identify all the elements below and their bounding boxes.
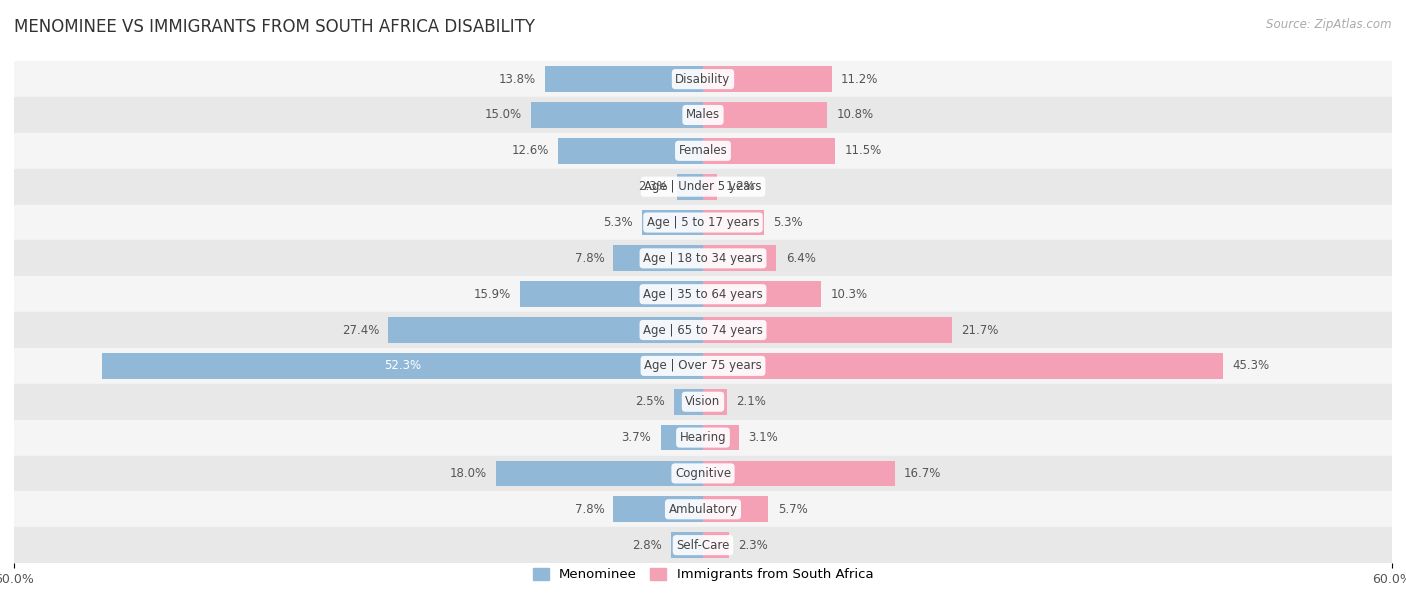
Text: 2.3%: 2.3%: [738, 539, 768, 551]
Text: 11.2%: 11.2%: [841, 73, 879, 86]
Text: 5.3%: 5.3%: [603, 216, 633, 229]
Text: Age | 65 to 74 years: Age | 65 to 74 years: [643, 324, 763, 337]
Bar: [703, 282, 821, 307]
Bar: [676, 174, 703, 200]
Bar: [544, 66, 703, 92]
Bar: [613, 496, 703, 522]
Text: 6.4%: 6.4%: [786, 252, 815, 265]
Text: 15.9%: 15.9%: [474, 288, 512, 300]
Bar: [703, 425, 738, 450]
Text: 18.0%: 18.0%: [450, 467, 486, 480]
Text: Vision: Vision: [685, 395, 721, 408]
Text: Hearing: Hearing: [679, 431, 727, 444]
Text: 5.7%: 5.7%: [778, 503, 807, 516]
Bar: [531, 102, 703, 128]
Bar: [675, 389, 703, 415]
Bar: [103, 353, 703, 379]
Text: 3.7%: 3.7%: [621, 431, 651, 444]
Bar: [496, 460, 703, 487]
Text: 3.1%: 3.1%: [748, 431, 778, 444]
Bar: [703, 209, 763, 236]
Text: 10.3%: 10.3%: [831, 288, 868, 300]
Text: Cognitive: Cognitive: [675, 467, 731, 480]
Bar: [14, 420, 1392, 455]
Text: Age | Under 5 years: Age | Under 5 years: [644, 180, 762, 193]
Text: 45.3%: 45.3%: [1232, 359, 1270, 372]
Bar: [703, 496, 769, 522]
Text: 27.4%: 27.4%: [342, 324, 380, 337]
Bar: [14, 348, 1392, 384]
Text: 2.8%: 2.8%: [631, 539, 662, 551]
Bar: [703, 317, 952, 343]
Bar: [703, 138, 835, 164]
Text: 21.7%: 21.7%: [962, 324, 998, 337]
Bar: [643, 209, 703, 236]
Bar: [14, 97, 1392, 133]
Text: 7.8%: 7.8%: [575, 252, 605, 265]
Text: 16.7%: 16.7%: [904, 467, 941, 480]
Bar: [14, 527, 1392, 563]
Text: Males: Males: [686, 108, 720, 121]
Bar: [14, 276, 1392, 312]
Text: Disability: Disability: [675, 73, 731, 86]
Bar: [14, 61, 1392, 97]
Bar: [703, 532, 730, 558]
Text: 2.5%: 2.5%: [636, 395, 665, 408]
Text: 7.8%: 7.8%: [575, 503, 605, 516]
Text: Source: ZipAtlas.com: Source: ZipAtlas.com: [1267, 18, 1392, 31]
Text: 2.3%: 2.3%: [638, 180, 668, 193]
Text: 5.3%: 5.3%: [773, 216, 803, 229]
Text: 12.6%: 12.6%: [512, 144, 550, 157]
Bar: [388, 317, 703, 343]
Bar: [613, 245, 703, 271]
Bar: [14, 169, 1392, 204]
Bar: [703, 389, 727, 415]
Text: Ambulatory: Ambulatory: [668, 503, 738, 516]
Text: Age | Over 75 years: Age | Over 75 years: [644, 359, 762, 372]
Bar: [703, 66, 831, 92]
Text: 52.3%: 52.3%: [384, 359, 422, 372]
Bar: [703, 245, 776, 271]
Bar: [661, 425, 703, 450]
Bar: [14, 455, 1392, 491]
Bar: [14, 312, 1392, 348]
Bar: [14, 133, 1392, 169]
Text: 10.8%: 10.8%: [837, 108, 873, 121]
Bar: [703, 353, 1223, 379]
Bar: [703, 174, 717, 200]
Bar: [14, 204, 1392, 241]
Text: 13.8%: 13.8%: [498, 73, 536, 86]
Bar: [14, 241, 1392, 276]
Text: Age | 35 to 64 years: Age | 35 to 64 years: [643, 288, 763, 300]
Bar: [14, 384, 1392, 420]
Bar: [558, 138, 703, 164]
Text: 15.0%: 15.0%: [485, 108, 522, 121]
Text: 1.2%: 1.2%: [725, 180, 756, 193]
Text: MENOMINEE VS IMMIGRANTS FROM SOUTH AFRICA DISABILITY: MENOMINEE VS IMMIGRANTS FROM SOUTH AFRIC…: [14, 18, 536, 36]
Bar: [14, 491, 1392, 527]
Bar: [703, 460, 894, 487]
Bar: [703, 102, 827, 128]
Bar: [671, 532, 703, 558]
Bar: [520, 282, 703, 307]
Text: Self-Care: Self-Care: [676, 539, 730, 551]
Text: 2.1%: 2.1%: [737, 395, 766, 408]
Legend: Menominee, Immigrants from South Africa: Menominee, Immigrants from South Africa: [527, 562, 879, 586]
Text: Age | 18 to 34 years: Age | 18 to 34 years: [643, 252, 763, 265]
Text: 11.5%: 11.5%: [844, 144, 882, 157]
Text: Females: Females: [679, 144, 727, 157]
Text: Age | 5 to 17 years: Age | 5 to 17 years: [647, 216, 759, 229]
